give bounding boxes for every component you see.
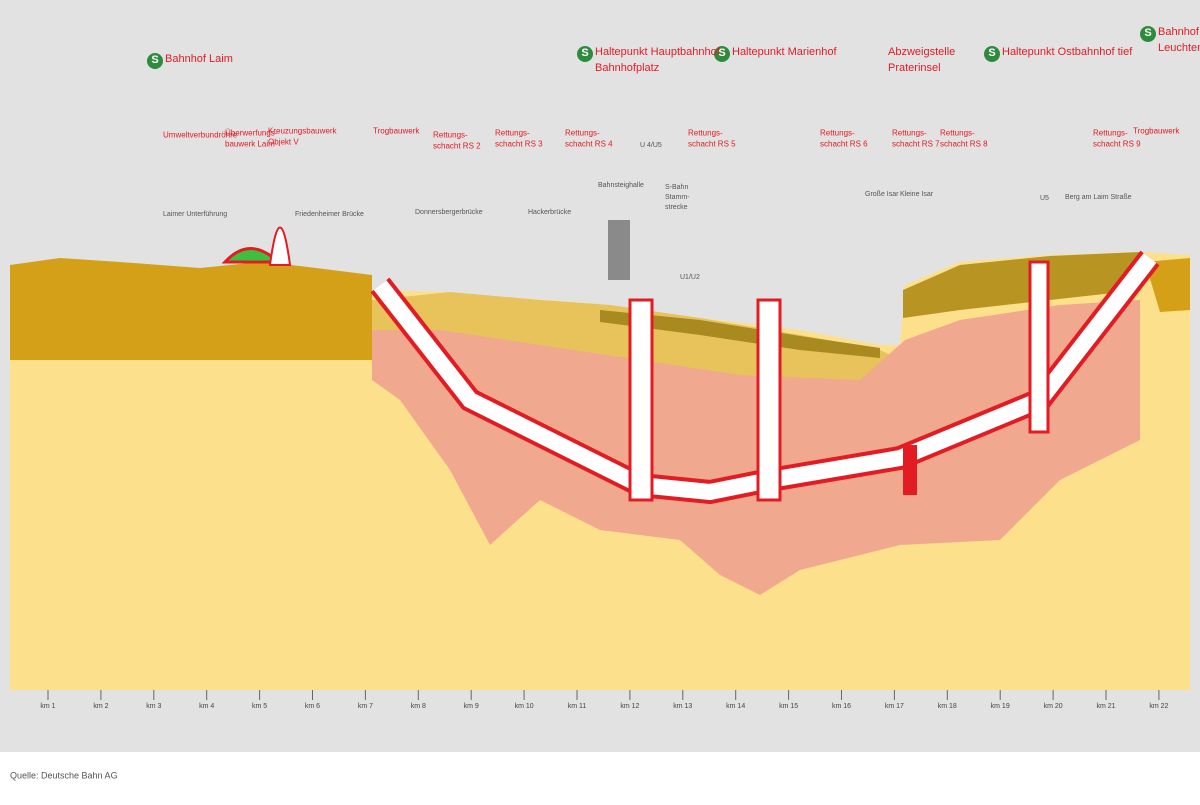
km-label: km 19 (991, 703, 1010, 710)
structure-label: Objekt V (268, 138, 299, 147)
station-label: Haltepunkt Ostbahnhof tief (1002, 46, 1133, 58)
structure-label: schacht RS 6 (820, 140, 868, 149)
s-logo (1140, 26, 1156, 42)
structure-label: Rettungs- (940, 129, 975, 138)
station-label: Bahnhofplatz (595, 62, 659, 74)
landmark-label: S-Bahn (665, 184, 688, 191)
structure-label: Rettungs- (892, 129, 927, 138)
station-shaft (1028, 260, 1050, 434)
landmark-label: U5 (1040, 195, 1049, 202)
landmark-label: Hackerbrücke (528, 209, 571, 216)
landmark-label: U 4/U5 (640, 142, 662, 149)
landmark-label: Große Isar (865, 191, 899, 198)
structure-label: schacht RS 7 (892, 140, 940, 149)
structure-label: Kreuzungsbauwerk (268, 127, 337, 136)
km-label: km 15 (779, 703, 798, 710)
landmark-label: Bahnsteighalle (598, 182, 644, 189)
km-label: km 2 (93, 703, 108, 710)
structure-label: schacht RS 2 (433, 142, 481, 151)
km-label: km 4 (199, 703, 214, 710)
km-label: km 22 (1149, 703, 1168, 710)
structure-label: Trogbauwerk (373, 127, 420, 136)
station-label: Leuchtenbergring (1158, 42, 1200, 54)
km-label: km 1 (40, 703, 55, 710)
structure-label: Rettungs- (565, 129, 600, 138)
ground-layer (10, 258, 372, 360)
s-logo-letter: S (151, 54, 158, 66)
station-label: Bahnhof (1158, 26, 1200, 38)
km-label: km 3 (146, 703, 161, 710)
km-label: km 6 (305, 703, 320, 710)
landmark-label: Friedenheimer Brücke (295, 211, 364, 218)
km-label: km 10 (515, 703, 534, 710)
crossing-structure (268, 226, 292, 266)
landmark-label: Laimer Unterführung (163, 211, 227, 218)
station-shaft (756, 298, 782, 502)
structure-label: bauwerk Laim (225, 140, 275, 149)
station-label: Abzweigstelle (888, 46, 955, 58)
structure-label: Überwerfungs- (225, 129, 278, 138)
km-label: km 20 (1044, 703, 1063, 710)
km-label: km 5 (252, 703, 267, 710)
structure-label: schacht RS 9 (1093, 140, 1141, 149)
structure-label: Rettungs- (495, 129, 530, 138)
landmark-label: Donnersbergerbrücke (415, 209, 483, 216)
structure-label: Umweltverbundröhre (163, 131, 238, 140)
s-logo (147, 53, 163, 69)
km-label: km 8 (411, 703, 426, 710)
station-label: Haltepunkt Hauptbahnhof (595, 46, 721, 58)
gravel-layer (600, 310, 880, 358)
structure-label: Rettungs- (433, 131, 468, 140)
gravel-layer (903, 252, 1140, 318)
structure-label: schacht RS 5 (688, 140, 736, 149)
structure-label: Trogbauwerk (1133, 127, 1180, 136)
landmark-label: Stamm- (665, 194, 690, 201)
junction (903, 445, 917, 495)
km-label: km 11 (568, 703, 587, 710)
km-label: km 12 (620, 703, 639, 710)
structure-label: schacht RS 3 (495, 140, 543, 149)
landmark-label: U1/U2 (680, 274, 700, 281)
km-label: km 17 (885, 703, 904, 710)
station-label: Bahnhof Laim (165, 53, 233, 65)
station-shaft (628, 298, 654, 502)
km-label: km 18 (938, 703, 957, 710)
structure-label: schacht RS 8 (940, 140, 988, 149)
s-logo-letter: S (581, 47, 588, 59)
tunnel (373, 253, 1157, 501)
source: Quelle: Deutsche Bahn AG (10, 770, 118, 780)
structure-label: Rettungs- (688, 129, 723, 138)
station-label: Praterinsel (888, 62, 941, 74)
tertiary-layer (372, 300, 1140, 595)
km-label: km 16 (832, 703, 851, 710)
landmark-label: Kleine Isar (900, 191, 934, 198)
ground-layer (1145, 258, 1190, 312)
station-hall (608, 220, 630, 280)
km-label: km 9 (464, 703, 479, 710)
station-label: Haltepunkt Marienhof (732, 46, 838, 58)
km-label: km 14 (726, 703, 745, 710)
s-logo (577, 46, 593, 62)
s-logo-letter: S (1144, 27, 1151, 39)
s-logo (714, 46, 730, 62)
s-logo (984, 46, 1000, 62)
km-label: km 21 (1096, 703, 1115, 710)
km-label: km 13 (673, 703, 692, 710)
s-logo-letter: S (988, 47, 995, 59)
structure-label: schacht RS 4 (565, 140, 613, 149)
landmark-label: Berg am Laim Straße (1065, 194, 1132, 201)
landmark-label: strecke (665, 204, 688, 211)
structure-label: Rettungs- (820, 129, 855, 138)
km-label: km 7 (358, 703, 373, 710)
footer (0, 752, 1200, 800)
s-logo-letter: S (718, 47, 725, 59)
structure-label: Rettungs- (1093, 129, 1128, 138)
